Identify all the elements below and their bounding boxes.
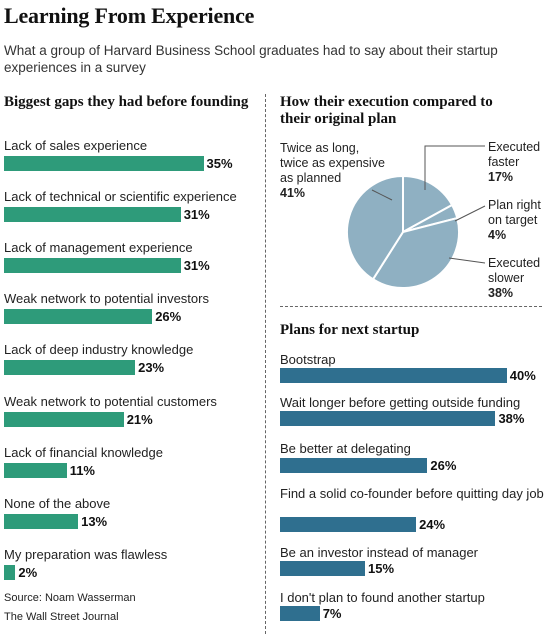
bar-value-label: 11% — [69, 463, 95, 478]
bar-item-lack-of-technical-or-scientific-experience: Lack of technical or scientific experien… — [4, 189, 262, 223]
bar-value-label: 7% — [322, 606, 342, 621]
bar-value-label: 24% — [419, 517, 446, 532]
bar — [280, 517, 417, 532]
chart-title: Learning From Experience — [4, 3, 255, 28]
bar-item-none-of-the-above: None of the above 13% — [4, 496, 262, 530]
bar-label: Lack of management experience — [4, 240, 193, 255]
gaps-section-title: Biggest gaps they had before founding — [4, 94, 249, 110]
bar-label: None of the above — [4, 496, 111, 511]
bar-item-bootstrap: Bootstrap 40% — [280, 352, 545, 384]
bar-label: Weak network to potential customers — [4, 394, 217, 409]
horizontal-divider — [280, 306, 542, 307]
pie-label-twice-as-long: Twice as long, twice as expensive as pla… — [280, 141, 390, 201]
bar — [4, 258, 181, 273]
bar-item-wait-longer-before-getting-outside-funding: Wait longer before getting outside fundi… — [280, 395, 545, 427]
bar-value-label: 13% — [81, 514, 108, 529]
bar-item-lack-of-financial-knowledge: Lack of financial knowledge 11% — [4, 445, 262, 479]
bar-item-weak-network-to-potential-investors: Weak network to potential investors 26% — [4, 291, 262, 325]
pie-value-on-target: 4% — [488, 228, 507, 242]
pie-label-executed-slower-text: Executed slower — [488, 256, 541, 285]
pie-slice-twice-as-long-twice-as-expensive-as-planned — [346, 174, 404, 281]
bar-label: Wait longer before getting outside fundi… — [280, 395, 521, 410]
bar — [4, 309, 153, 324]
source-credit: Source: Noam Wasserman — [4, 592, 136, 604]
bar — [4, 463, 67, 478]
bar-item-lack-of-sales-experience: Lack of sales experience 35% — [4, 138, 262, 172]
bar-label: Lack of financial knowledge — [4, 445, 163, 460]
bar — [280, 411, 496, 426]
pie-value-executed-faster: 17% — [488, 170, 514, 184]
pie-label-on-target-text: Plan right on target — [488, 198, 541, 227]
pie-svg — [346, 174, 460, 289]
bar-item-be-an-investor-instead-of-manager: Be an investor instead of manager 15% — [280, 545, 545, 577]
bar — [4, 360, 136, 375]
bar-value-label: 38% — [498, 411, 525, 426]
pie-value-twice-as-long: 41% — [280, 186, 306, 200]
bar — [4, 207, 181, 222]
bar-value-label: 26% — [155, 309, 182, 324]
pie-label-executed-faster: Executed faster 17% — [488, 140, 548, 185]
bar-item-i-don-t-plan-to-found-another-startup: I don't plan to found another startup 7% — [280, 590, 545, 622]
pie-value-executed-slower: 38% — [488, 286, 514, 300]
bar-value-label: 26% — [430, 458, 457, 473]
bar-value-label: 15% — [368, 561, 395, 576]
bar-label: Be better at delegating — [280, 441, 411, 456]
bar-label: Be an investor instead of manager — [280, 545, 479, 560]
pie-label-executed-faster-text: Executed faster — [488, 140, 541, 169]
bar-value-label: 31% — [183, 258, 210, 273]
publisher-credit: The Wall Street Journal — [4, 611, 119, 623]
bar-value-label: 40% — [509, 368, 536, 383]
bar-label: My preparation was flawless — [4, 547, 168, 562]
bar-label: Find a solid co-founder before quitting … — [280, 486, 544, 501]
bar-label: Bootstrap — [280, 352, 336, 367]
bar — [280, 606, 320, 621]
pie-label-on-target: Plan right on target 4% — [488, 198, 552, 243]
bar-value-label: 35% — [206, 156, 233, 171]
bar-label: I don't plan to found another startup — [280, 590, 485, 605]
bar-label: Lack of sales experience — [4, 138, 148, 153]
bar-value-label: 21% — [126, 412, 153, 427]
bar-item-weak-network-to-potential-customers: Weak network to potential customers 21% — [4, 394, 262, 428]
execution-section-title: How their execution compared to their or… — [280, 94, 493, 127]
bar-label: Lack of technical or scientific experien… — [4, 189, 237, 204]
bar — [280, 561, 366, 576]
execution-pie-chart — [345, 172, 461, 292]
bar — [280, 458, 428, 473]
bar-label: Lack of deep industry knowledge — [4, 342, 194, 357]
bar-item-lack-of-deep-industry-knowledge: Lack of deep industry knowledge 23% — [4, 342, 262, 376]
bar-value-label: 23% — [138, 360, 165, 375]
bar-label: Weak network to potential investors — [4, 291, 209, 306]
chart-subtitle: What a group of Harvard Business School … — [4, 43, 498, 75]
bar — [4, 565, 16, 580]
bar-item-find-a-solid-co-founder-before-quitting-day-job: Find a solid co-founder before quitting … — [280, 486, 545, 533]
bar — [4, 156, 204, 171]
pie-label-twice-as-long-text: Twice as long, twice as expensive as pla… — [280, 141, 385, 185]
pie-label-executed-slower: Executed slower 38% — [488, 256, 548, 301]
bar — [4, 514, 79, 529]
bar-item-be-better-at-delegating: Be better at delegating 26% — [280, 441, 545, 474]
bar — [4, 412, 124, 427]
bar-value-label: 31% — [183, 207, 210, 222]
bar-item-lack-of-management-experience: Lack of management experience 31% — [4, 240, 262, 274]
plans-section-title: Plans for next startup — [280, 322, 420, 338]
bar-value-label: 2% — [18, 565, 38, 580]
bar — [280, 368, 507, 383]
vertical-divider — [265, 94, 266, 634]
pie-slice-executed-slower — [371, 216, 460, 289]
bar-item-my-preparation-was-flawless: My preparation was flawless 2% — [4, 547, 262, 581]
